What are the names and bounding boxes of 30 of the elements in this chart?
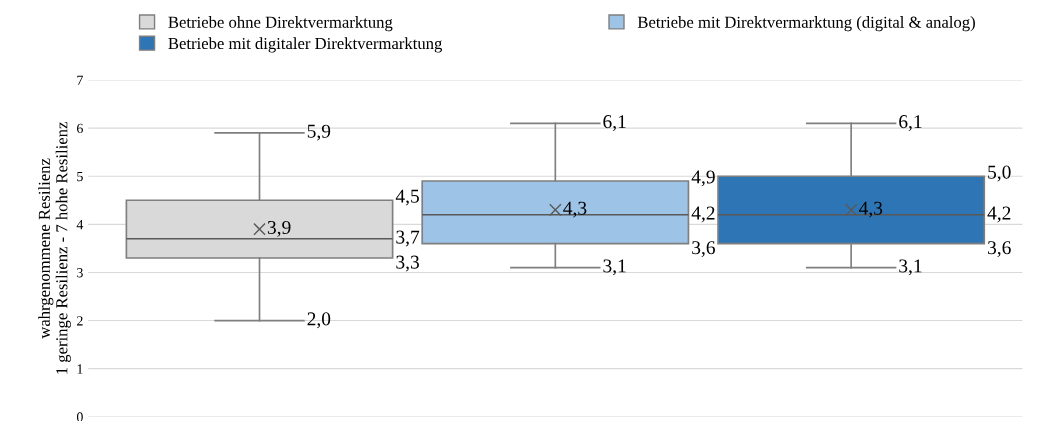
y-tick-label: 4 <box>76 220 84 230</box>
text: 2,0 <box>307 312 331 329</box>
y-tick-label: 0 <box>76 412 83 421</box>
text: 5,0 <box>988 165 1011 182</box>
legend-label: Betriebe mit digitaler Direktvermarktung <box>168 37 443 53</box>
text: 4,3 <box>859 201 883 218</box>
y-tick-label: 1 <box>77 364 83 374</box>
text: 4,2 <box>691 206 715 223</box>
text: 3,7 <box>396 230 420 247</box>
text: 3,1 <box>603 259 626 276</box>
y-axis-title: wahrgenommene Resilienz 1 geringe Resilienz - 7 hohe Resilienz <box>38 122 71 374</box>
text: 3,9 <box>267 220 291 237</box>
text: 6,1 <box>899 115 922 131</box>
text: 3,1 <box>899 259 922 276</box>
text: 3,6 <box>692 241 715 258</box>
text: 4,2 <box>987 206 1011 223</box>
text: 3,3 <box>396 255 419 272</box>
text: 6,1 <box>603 115 626 131</box>
y-tick-label: 3 <box>77 268 83 278</box>
y-tick-label: 7 <box>77 75 83 85</box>
legend-label: Betriebe ohne Direktvermarktung <box>168 16 393 32</box>
text: 4,9 <box>691 170 715 187</box>
y-tick-label: 5 <box>77 171 83 182</box>
text: 5,9 <box>307 124 331 141</box>
legend-label: Betriebe mit Direktvermarktung (digital & analog) <box>637 16 975 32</box>
text: 3,6 <box>988 241 1011 258</box>
y-tick-label: 6 <box>77 123 83 134</box>
text: 4,5 <box>395 189 419 206</box>
y-tick-label: 2 <box>77 316 83 326</box>
text: 4,3 <box>563 201 587 218</box>
